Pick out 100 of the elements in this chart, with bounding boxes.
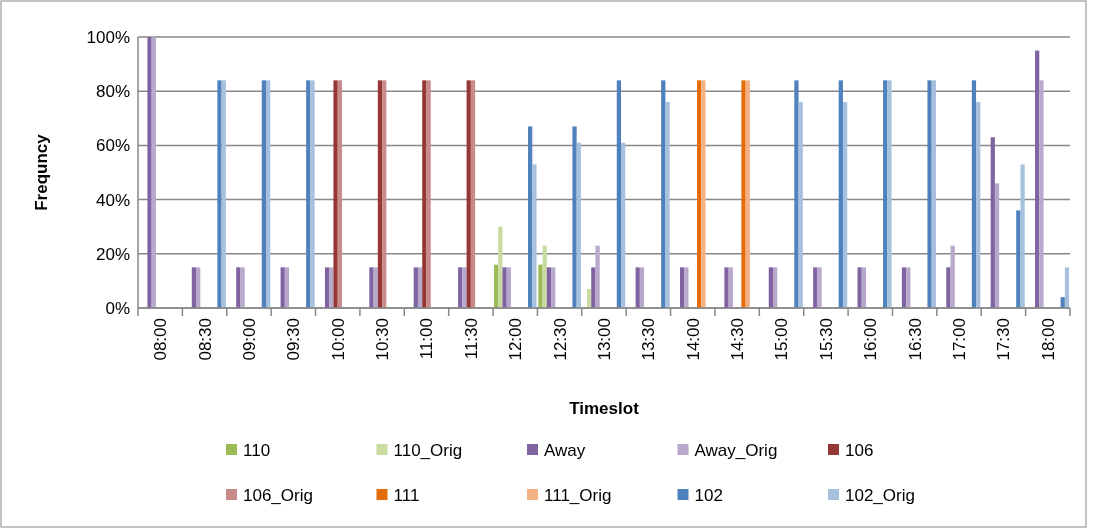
bar [538,264,543,308]
bar [458,267,463,308]
legend-label: 106 [845,440,874,460]
bar [994,183,1000,308]
x-tick-label: 11:30 [461,318,481,360]
x-tick-label: 12:30 [550,318,570,361]
y-tick-label: 60% [95,136,130,156]
bar [266,80,271,308]
bar [887,80,892,308]
x-axis-title: Timeslot [569,399,640,418]
bar [838,80,843,308]
bar [369,267,374,308]
x-tick-label: 17:00 [950,318,969,361]
x-tick-label: 14:00 [683,318,703,361]
legend-label: 102_Orig [845,485,915,505]
bar [466,80,471,308]
bar [546,267,552,308]
bar [635,267,640,308]
bar [661,80,666,308]
bar [221,80,226,308]
bar [217,80,222,308]
bar [883,80,888,308]
bar [639,267,645,308]
bar [151,37,156,308]
bar [506,267,511,308]
legend-label: 102 [694,485,723,505]
legend-label: 111 [393,485,420,505]
bar [1020,164,1025,308]
x-tick-label: 13:00 [594,318,614,361]
bar [621,142,626,308]
bar [741,80,746,308]
bar [382,80,387,308]
legend-label: 111_Orig [544,485,612,505]
bar [798,102,803,308]
bar [901,267,907,308]
y-axis-title: Frequncy [32,133,51,211]
bar [990,137,995,308]
bar [462,267,467,308]
y-tick-label: 20% [95,244,130,264]
bar [551,267,556,308]
bar [976,102,981,308]
x-tick-label: 18:00 [1038,318,1058,361]
x-tick-label: 08:00 [151,318,171,361]
y-tick-label: 80% [95,82,130,102]
x-tick-label: 10:30 [373,318,393,361]
x-tick-label: 15:00 [772,318,792,361]
bar [147,37,152,308]
bar [971,80,977,308]
bar [417,267,423,308]
bar [701,80,706,308]
bar [333,80,338,308]
bar [697,80,702,308]
bar [373,267,378,308]
bar [329,267,334,308]
bar [310,80,315,308]
bar [196,267,201,308]
bar [679,267,685,308]
bar [572,126,577,308]
y-tick-label: 40% [95,190,130,210]
bar [413,267,418,308]
bar [240,267,245,308]
y-tick-label: 0% [105,298,130,318]
bar [576,142,581,308]
legend-label: Away_Orig [694,440,778,460]
bar [502,267,507,308]
x-tick-label: 16:30 [905,318,925,361]
legend-label: 106_Orig [243,485,313,505]
bar [306,80,311,308]
bar [337,80,342,308]
bar [280,267,285,308]
bar [857,267,862,308]
bar [528,126,533,308]
bar [768,267,773,308]
x-tick-label: 14:30 [728,318,748,361]
bar [498,226,503,308]
bar [842,102,848,308]
bar [284,267,290,308]
y-tick-label: 100% [86,27,130,47]
bar [745,80,750,308]
bar [591,267,596,308]
bar [542,245,547,308]
bar [950,245,955,308]
x-tick-label: 12:00 [506,318,526,361]
bar [261,80,266,308]
x-tick-label: 11:00 [417,318,437,360]
bar [1016,210,1021,308]
bar [931,80,936,308]
x-tick-label: 08:30 [195,318,215,361]
x-tick-label: 17:30 [994,318,1014,361]
bar [493,264,499,308]
legend-label: 110 [243,440,271,460]
bar [906,267,911,308]
bar [794,80,799,308]
bar [724,267,729,308]
bar [377,80,383,308]
bar [422,80,427,308]
bar [532,164,537,308]
x-tick-label: 09:30 [284,318,304,361]
bar [728,267,733,308]
bar [817,267,822,308]
